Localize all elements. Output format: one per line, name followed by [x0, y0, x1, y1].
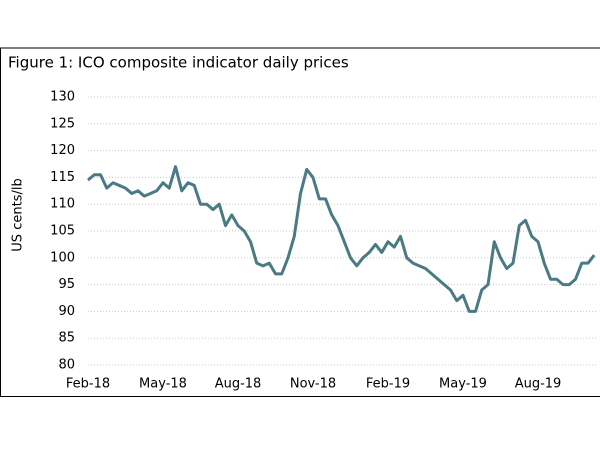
y-tick-label: 90 [58, 304, 75, 319]
x-tick-label: Nov-18 [290, 377, 336, 392]
y-axis-label: US cents/lb [11, 178, 26, 251]
x-tick-label: Aug-19 [515, 377, 562, 392]
y-tick-label: 115 [50, 170, 75, 185]
y-tick-label: 80 [58, 358, 75, 373]
y-tick-label: 85 [58, 331, 75, 346]
y-tick-label: 100 [50, 250, 75, 265]
y-tick-label: 110 [50, 197, 75, 212]
x-tick-label: Feb-18 [66, 377, 110, 392]
y-tick-label: 105 [50, 224, 75, 239]
y-tick-label: 125 [50, 116, 75, 131]
chart-title: Figure 1: ICO composite indicator daily … [8, 54, 349, 72]
x-tick-label: Aug-18 [215, 377, 262, 392]
x-tick-label: May-19 [439, 377, 487, 392]
y-tick-label: 130 [50, 90, 75, 105]
y-tick-label: 95 [58, 277, 75, 292]
x-tick-label: May-18 [139, 377, 187, 392]
price-line [87, 165, 596, 313]
y-tick-label: 120 [50, 143, 75, 158]
x-tick-label: Feb-19 [366, 377, 410, 392]
